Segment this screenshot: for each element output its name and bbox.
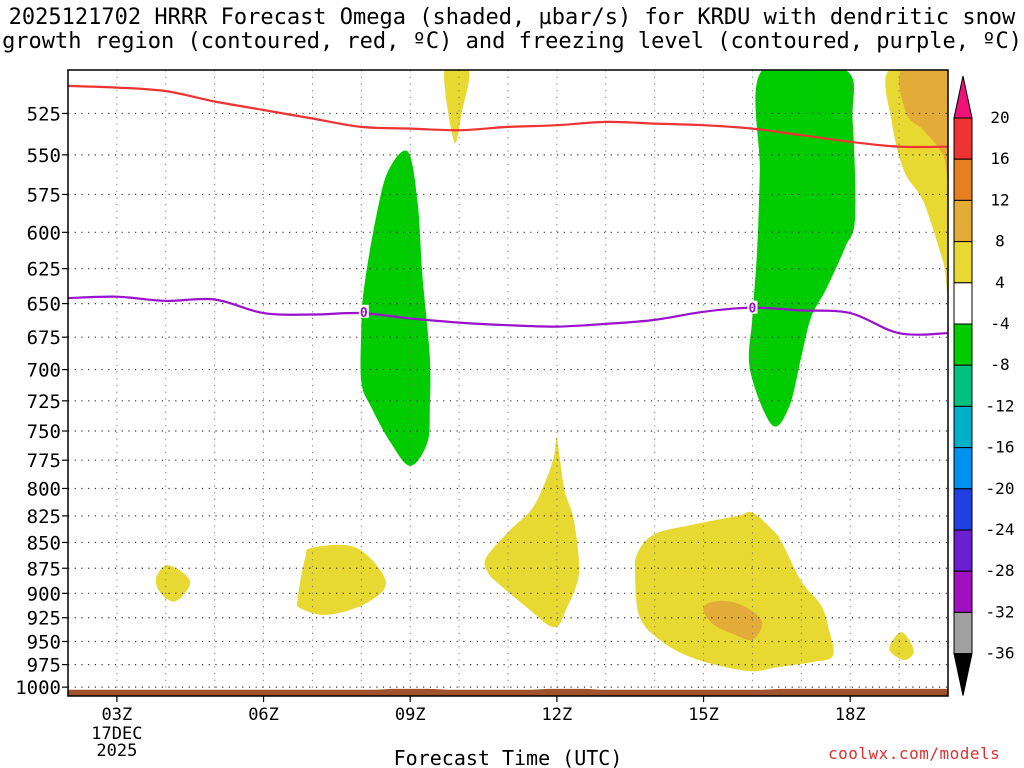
colorbar-label-12: 12 [990,190,1009,209]
y-tick-label-850: 850 [27,532,61,554]
contour-label-0: 0 [360,306,368,321]
colorbar-label--32: -32 [986,602,1015,621]
colorbar-label-4: 4 [995,273,1005,292]
colorbar-label--20: -20 [986,479,1015,498]
x-tick-label-12Z: 12Z [542,705,573,725]
y-tick-label-1000: 1000 [15,677,61,699]
chart-title: 2025121702 HRRR Forecast Omega (shaded, … [0,6,1024,54]
colorbar-label-20: 20 [990,108,1009,127]
y-tick-label-825: 825 [27,506,61,528]
colorbar-bin--12--8 [953,364,973,407]
shaded-region-upward-motion-1630z [748,70,856,427]
colorbar-bin--24--20 [953,488,973,531]
colorbar-label--4: -4 [990,314,1009,333]
terrain-shape [68,688,948,696]
colorbar-bin--4-4 [953,282,973,325]
colorbar-label--8: -8 [990,355,1009,374]
colorbar-bin--8--4 [953,323,973,366]
colorbar-bin--20--16 [953,447,973,490]
y-tick-label-725: 725 [27,391,61,413]
contour-label-1: 0 [749,302,757,317]
y-tick-label-550: 550 [27,145,61,167]
y-axis: 525 550 575 600 625 650 675 700 725 750 775 800 825 8… [15,103,68,699]
colorbar-bin--32--28 [953,570,973,613]
x-tick-sublabel-0: 17DEC [91,724,142,744]
shaded-region-subsidence-0715z [296,544,386,615]
y-tick-label-875: 875 [27,558,61,580]
omega-shading-layer [155,70,948,672]
colorbar-bin-12-16 [953,158,973,201]
colorbar-label--36: -36 [986,644,1015,663]
colorbar-bin--28--24 [953,529,973,572]
colorbar-bin-4-8 [953,241,973,284]
colorbar-bin--16--12 [953,405,973,449]
x-tick-label-09Z: 09Z [395,705,426,725]
colorbar-bin-16-20 [953,117,973,160]
colorbar-bottom-arrow [953,653,973,696]
y-tick-label-800: 800 [27,478,61,500]
y-tick-label-575: 575 [27,184,61,206]
y-tick-label-925: 925 [27,608,61,630]
x-tick-label-15Z: 15Z [688,705,719,725]
shaded-region-subsidence-1600z-core [703,600,763,641]
credit-text: coolwx.com/models [828,744,1001,763]
y-tick-label-775: 775 [27,450,61,472]
y-tick-label-600: 600 [27,222,61,244]
y-tick-label-900: 900 [27,583,61,605]
chart-title-line-1: 2025121702 HRRR Forecast Omega (shaded, … [8,5,1016,30]
x-tick-label-06Z: 06Z [248,705,279,725]
colorbar-label--12: -12 [986,396,1015,415]
chart-title-line-2: growth region (contoured, red, ºC) and f… [2,29,1022,54]
colorbar: 20 16 12 8 4 -4 -8 -12 -16 -20 -24 -28 -32 -36 [953,75,1015,696]
y-tick-label-675: 675 [27,327,61,349]
x-tick-sublabel-1: 2025 [96,741,137,761]
y-tick-label-625: 625 [27,259,61,281]
colorbar-label-16: 16 [990,149,1009,168]
shaded-region-upward-motion-0845z [360,150,431,466]
x-tick-label-03Z: 03Z [102,705,133,725]
colorbar-label--28: -28 [986,561,1015,580]
shaded-region-subsidence-1930z-core [898,70,948,183]
colorbar-bin-8-12 [953,199,973,243]
contour-label-bg [358,304,369,318]
contour-freezing-level-line [68,295,948,336]
x-axis-title: Forecast Time (UTC) [394,746,623,768]
colorbar-top-arrow [953,75,973,119]
colorbar-bin--36--32 [953,611,973,655]
y-tick-label-525: 525 [27,103,61,125]
colorbar-label--24: -24 [986,520,1015,539]
shaded-region-subsidence-1000z [444,70,470,144]
contour-label-bg [747,300,758,314]
y-tick-label-750: 750 [27,421,61,443]
x-tick-label-18Z: 18Z [835,705,866,725]
shaded-region-subsidence-1130z [484,436,580,628]
y-tick-label-700: 700 [27,360,61,382]
shaded-region-subsidence-0415z [155,565,191,602]
shaded-region-subsidence-1600z [634,511,834,672]
y-tick-label-650: 650 [27,294,61,316]
y-tick-label-975: 975 [27,655,61,677]
y-tick-label-950: 950 [27,631,61,653]
contour-dendritic-growth-line [68,84,948,149]
surface-terrain [68,688,948,696]
colorbar-label-8: 8 [995,232,1005,251]
plot-frame [67,69,949,697]
colorbar-label--16: -16 [986,438,1015,457]
shaded-region-subsidence-1900z [889,632,914,661]
